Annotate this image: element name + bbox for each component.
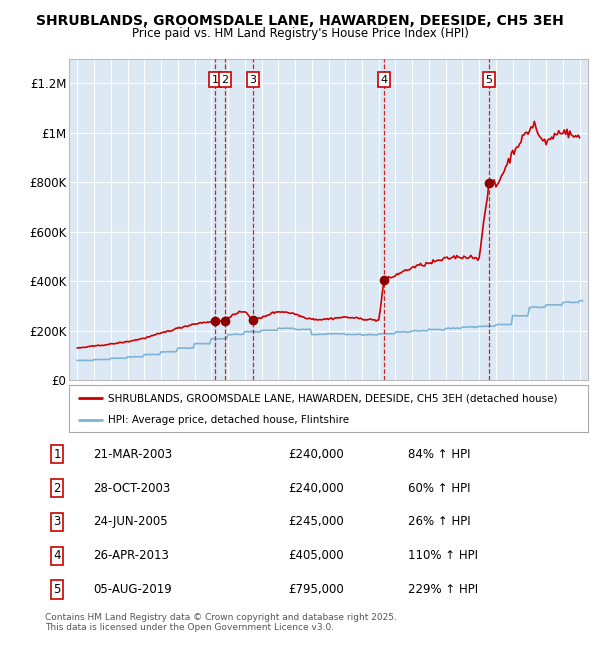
Text: 1: 1 bbox=[211, 75, 218, 84]
Text: £245,000: £245,000 bbox=[288, 515, 344, 528]
Text: 3: 3 bbox=[53, 515, 61, 528]
Text: 3: 3 bbox=[250, 75, 256, 84]
Text: £795,000: £795,000 bbox=[288, 583, 344, 596]
Text: 21-MAR-2003: 21-MAR-2003 bbox=[93, 448, 172, 461]
Text: 28-OCT-2003: 28-OCT-2003 bbox=[93, 482, 170, 495]
Text: 2: 2 bbox=[221, 75, 229, 84]
Text: 60% ↑ HPI: 60% ↑ HPI bbox=[408, 482, 470, 495]
Text: 5: 5 bbox=[485, 75, 493, 84]
Text: Contains HM Land Registry data © Crown copyright and database right 2025.
This d: Contains HM Land Registry data © Crown c… bbox=[45, 613, 397, 632]
Text: Price paid vs. HM Land Registry's House Price Index (HPI): Price paid vs. HM Land Registry's House … bbox=[131, 27, 469, 40]
Text: SHRUBLANDS, GROOMSDALE LANE, HAWARDEN, DEESIDE, CH5 3EH (detached house): SHRUBLANDS, GROOMSDALE LANE, HAWARDEN, D… bbox=[108, 393, 557, 403]
Text: 05-AUG-2019: 05-AUG-2019 bbox=[93, 583, 172, 596]
Text: 229% ↑ HPI: 229% ↑ HPI bbox=[408, 583, 478, 596]
Text: 1: 1 bbox=[53, 448, 61, 461]
Text: 24-JUN-2005: 24-JUN-2005 bbox=[93, 515, 167, 528]
Text: 26% ↑ HPI: 26% ↑ HPI bbox=[408, 515, 470, 528]
Text: 2: 2 bbox=[53, 482, 61, 495]
Text: £240,000: £240,000 bbox=[288, 482, 344, 495]
Text: SHRUBLANDS, GROOMSDALE LANE, HAWARDEN, DEESIDE, CH5 3EH: SHRUBLANDS, GROOMSDALE LANE, HAWARDEN, D… bbox=[36, 14, 564, 29]
Text: 4: 4 bbox=[380, 75, 388, 84]
Text: 84% ↑ HPI: 84% ↑ HPI bbox=[408, 448, 470, 461]
Text: 5: 5 bbox=[53, 583, 61, 596]
Text: £240,000: £240,000 bbox=[288, 448, 344, 461]
Text: HPI: Average price, detached house, Flintshire: HPI: Average price, detached house, Flin… bbox=[108, 415, 349, 424]
Text: £405,000: £405,000 bbox=[288, 549, 344, 562]
Text: 26-APR-2013: 26-APR-2013 bbox=[93, 549, 169, 562]
Text: 110% ↑ HPI: 110% ↑ HPI bbox=[408, 549, 478, 562]
Text: 4: 4 bbox=[53, 549, 61, 562]
